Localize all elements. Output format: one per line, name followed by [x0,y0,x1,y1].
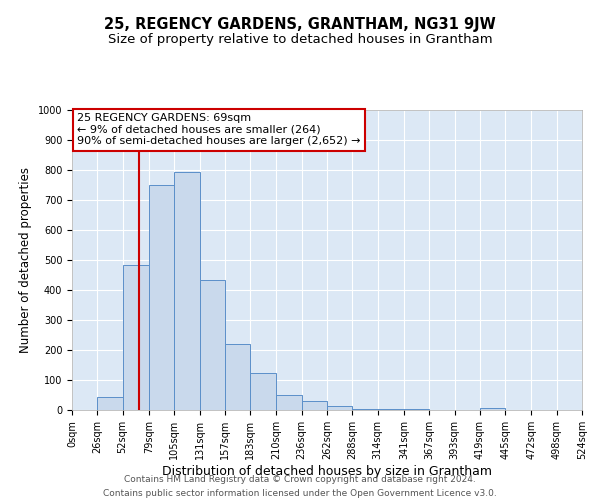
Text: 25, REGENCY GARDENS, GRANTHAM, NG31 9JW: 25, REGENCY GARDENS, GRANTHAM, NG31 9JW [104,18,496,32]
Bar [327,406,352,410]
Y-axis label: Number of detached properties: Number of detached properties [19,167,32,353]
Bar [277,395,302,410]
Bar [377,408,404,410]
X-axis label: Distribution of detached houses by size in Grantham: Distribution of detached houses by size … [162,464,492,477]
Bar [352,408,377,410]
Text: Contains HM Land Registry data © Crown copyright and database right 2024.
Contai: Contains HM Land Registry data © Crown c… [103,476,497,498]
Text: 25 REGENCY GARDENS: 69sqm
← 9% of detached houses are smaller (264)
90% of semi-: 25 REGENCY GARDENS: 69sqm ← 9% of detach… [77,113,361,146]
Bar [302,401,327,410]
Bar [250,372,277,410]
Bar [97,396,122,410]
Bar [149,185,174,410]
Bar [174,172,200,410]
Bar [122,264,149,410]
Bar [225,344,250,410]
Bar [199,280,225,410]
Text: Size of property relative to detached houses in Grantham: Size of property relative to detached ho… [107,32,493,46]
Bar [480,408,505,410]
